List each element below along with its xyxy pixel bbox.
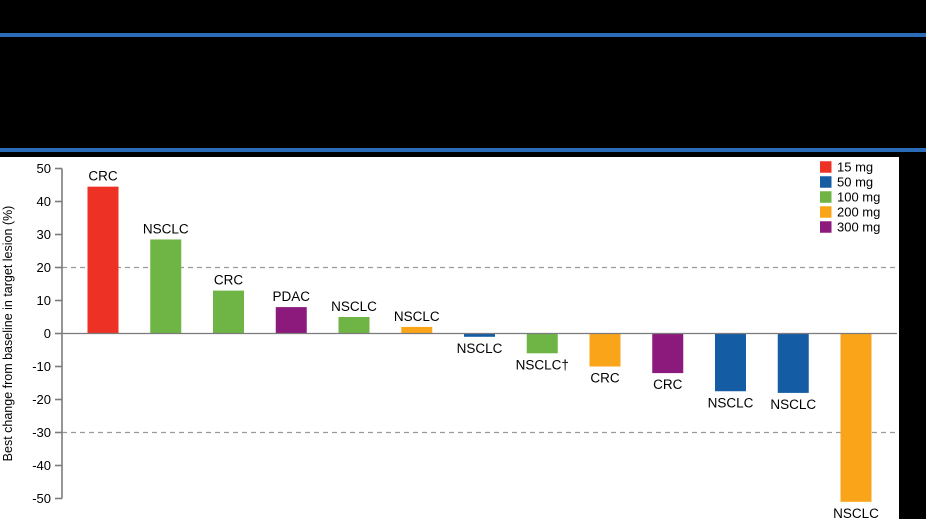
bar-label: NSCLC <box>708 395 754 410</box>
y-axis-tick-label: -50 <box>32 491 51 506</box>
y-axis-tick-label: 10 <box>37 293 51 308</box>
bar-label: NSCLC <box>770 397 816 412</box>
bar-label: NSCLC <box>394 309 440 324</box>
y-axis-tick-label: 40 <box>37 194 51 209</box>
legend-label: 100 mg <box>837 190 880 205</box>
legend-swatch <box>820 206 832 218</box>
bar-label: NSCLC <box>833 506 879 519</box>
bar-label: CRC <box>214 273 243 288</box>
chart-bar <box>589 333 621 367</box>
y-axis-tick-label: -10 <box>32 359 51 374</box>
legend-swatch <box>820 221 832 233</box>
waterfall-chart: Best change from baseline in target lesi… <box>1 160 897 519</box>
y-axis-tick-label: 30 <box>37 227 51 242</box>
legend-label: 15 mg <box>837 160 873 175</box>
chart-bar <box>777 333 809 393</box>
bar-label: CRC <box>88 169 117 184</box>
chart-bar <box>401 326 433 334</box>
chart-bar <box>213 290 244 334</box>
header-rule-top <box>0 33 926 37</box>
bar-label: PDAC <box>272 289 310 304</box>
y-axis-tick-label: -30 <box>32 425 51 440</box>
legend-label: 300 mg <box>837 220 880 235</box>
header-rule-bottom <box>0 148 926 152</box>
legend-label: 50 mg <box>837 175 873 190</box>
chart-bar <box>275 307 307 334</box>
waterfall-chart-panel: Best change from baseline in target lesi… <box>0 157 899 519</box>
legend-swatch <box>820 161 832 173</box>
legend-swatch <box>820 191 832 203</box>
y-axis-tick-label: 50 <box>37 161 51 176</box>
legend-swatch <box>820 176 832 188</box>
chart-bar <box>715 333 746 392</box>
bar-label: NSCLC <box>457 341 503 356</box>
bar-label: NSCLC <box>331 299 377 314</box>
chart-bar <box>338 317 370 334</box>
bar-label: CRC <box>653 377 682 392</box>
chart-bar <box>150 239 182 334</box>
legend-label: 200 mg <box>837 205 880 220</box>
chart-bar <box>464 333 495 337</box>
y-axis-tick-label: 20 <box>37 260 51 275</box>
y-axis-tick-label: -40 <box>32 458 51 473</box>
y-axis-label: Best change from baseline in target lesi… <box>1 206 15 462</box>
y-axis-tick-label: 0 <box>44 326 51 341</box>
chart-bar <box>526 333 558 354</box>
bar-label: CRC <box>590 371 619 386</box>
chart-bar <box>840 333 872 502</box>
redacted-header <box>0 0 926 33</box>
y-axis-tick-label: -20 <box>32 392 51 407</box>
bar-label: NSCLC <box>143 221 189 236</box>
chart-bar <box>652 333 684 374</box>
chart-bar <box>87 186 119 334</box>
bar-label: NSCLC† <box>516 357 569 372</box>
